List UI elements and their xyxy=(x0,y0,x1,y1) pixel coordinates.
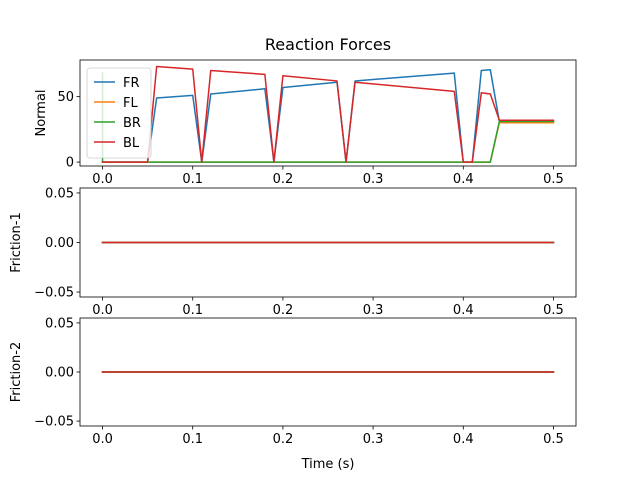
legend-box xyxy=(86,67,152,159)
y-tick-label: 0 xyxy=(66,156,74,171)
y-tick-label: 0.00 xyxy=(45,236,74,251)
y-axis-label: Friction-2 xyxy=(9,342,24,403)
x-axis-label: Time (s) xyxy=(301,457,355,472)
x-tick-label: 0.2 xyxy=(273,303,294,318)
x-tick-label: 0.0 xyxy=(92,303,113,318)
subplot-3: 0.0 0.1 0.2 0.3 0.4 0.5 −0.05 0.00 0.05 Friction-… xyxy=(9,316,577,472)
axes-frame xyxy=(79,59,577,167)
chart-title: Reaction Forces xyxy=(265,35,391,54)
x-tick-label: 0.2 xyxy=(273,172,294,187)
y-tick-label: 0.05 xyxy=(45,186,74,201)
x-tick-label: 0.3 xyxy=(363,432,384,447)
x-tick-label: 0.5 xyxy=(543,303,564,318)
subplot-2: 0.0 0.1 0.2 0.3 0.4 0.5 −0.05 0.00 0.05 Friction-… xyxy=(9,186,577,318)
legend-label-fl: FL xyxy=(123,96,138,111)
legend-label-fr: FR xyxy=(123,76,140,91)
legend-label-bl: BL xyxy=(123,136,140,151)
x-tick-label: 0.1 xyxy=(182,172,203,187)
legend-label-br: BR xyxy=(123,116,141,131)
x-tick-label: 0.0 xyxy=(92,432,113,447)
y-axis-label: Normal xyxy=(34,89,49,136)
y-tick-label: −0.05 xyxy=(34,415,74,430)
subplots-group: 0.0 0.1 0.2 0.3 0.4 0.5 0 50 Normal Reaction Forc… xyxy=(9,35,577,472)
x-tick-label: 0.2 xyxy=(273,432,294,447)
x-tick-label: 0.3 xyxy=(363,303,384,318)
x-tick-label: 0.1 xyxy=(182,432,203,447)
y-tick-label: 50 xyxy=(57,90,74,105)
x-tick-label: 0.4 xyxy=(453,303,474,318)
legend: FR FL BR BL xyxy=(86,67,152,159)
x-tick-label: 0.5 xyxy=(543,172,564,187)
x-tick-label: 0.0 xyxy=(92,172,113,187)
x-tick-label: 0.3 xyxy=(363,172,384,187)
x-tick-label: 0.4 xyxy=(453,432,474,447)
x-tick-label: 0.5 xyxy=(543,432,564,447)
y-tick-label: 0.05 xyxy=(45,316,74,331)
x-tick-label: 0.4 xyxy=(453,172,474,187)
y-axis-label: Friction-1 xyxy=(9,212,24,273)
y-tick-label: 0.00 xyxy=(45,366,74,381)
x-tick-label: 0.1 xyxy=(182,303,203,318)
subplot-1: 0.0 0.1 0.2 0.3 0.4 0.5 0 50 Normal Reaction Forc… xyxy=(34,35,577,187)
y-tick-label: −0.05 xyxy=(34,286,74,301)
series-line-bl xyxy=(101,65,555,163)
